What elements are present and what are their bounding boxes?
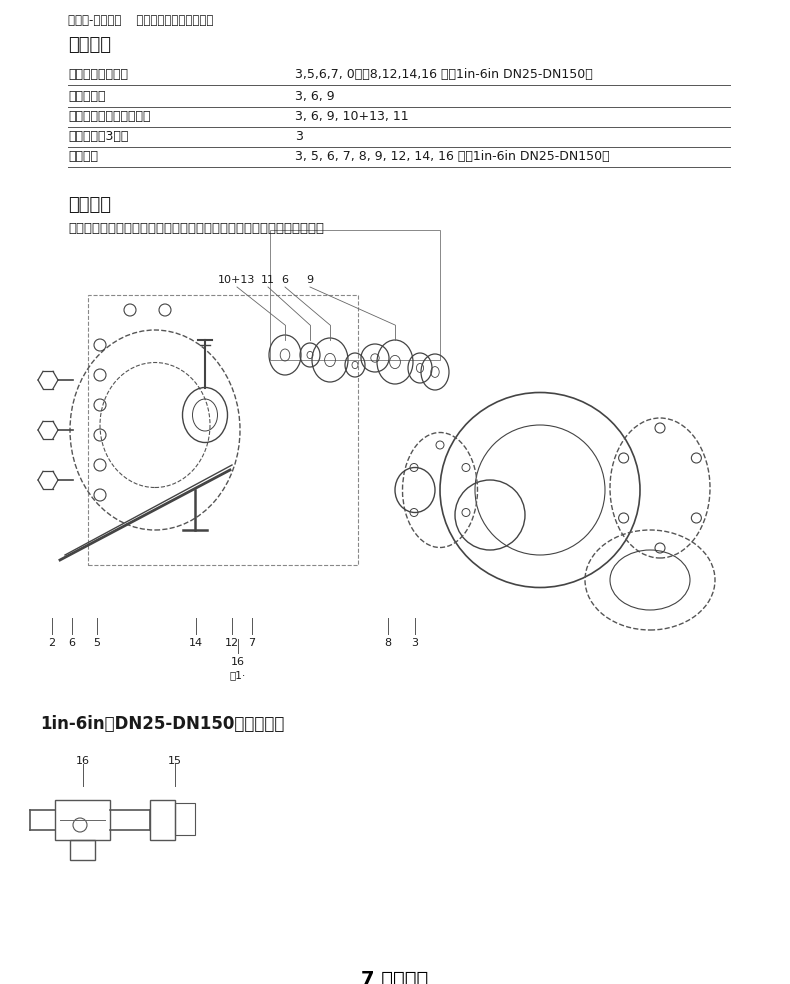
Text: 16: 16 <box>231 657 245 667</box>
Text: 11: 11 <box>261 275 275 285</box>
Text: 14: 14 <box>189 638 203 648</box>
Text: 按照《可供备件》一览表所述的进行订购并且注明疏水阀的口径和型号。: 按照《可供备件》一览表所述的进行订购并且注明疏水阀的口径和型号。 <box>68 222 324 235</box>
Text: 7 安装附图: 7 安装附图 <box>361 970 429 984</box>
Text: 7: 7 <box>248 638 255 648</box>
Text: 8: 8 <box>385 638 392 648</box>
Text: 10+13: 10+13 <box>218 275 256 285</box>
Text: 3: 3 <box>295 130 303 143</box>
Text: 6: 6 <box>69 638 76 648</box>
Text: 3, 6, 9: 3, 6, 9 <box>295 90 335 103</box>
Bar <box>175 803 195 835</box>
Text: 3, 6, 9, 10+13, 11: 3, 6, 9, 10+13, 11 <box>295 110 408 123</box>
Text: 订购备件: 订购备件 <box>68 196 111 214</box>
Text: 阀盖垫片（3片）: 阀盖垫片（3片） <box>68 130 128 143</box>
Text: 破蒸汽汽锁和排空阀组件: 破蒸汽汽锁和排空阀组件 <box>68 110 151 123</box>
Text: 6: 6 <box>281 275 288 285</box>
Bar <box>88 295 358 565</box>
Text: 排空阀组件: 排空阀组件 <box>68 90 106 103</box>
Text: 16: 16 <box>76 756 90 766</box>
Text: 1in-6in（DN25-DN150）主阀组件: 1in-6in（DN25-DN150）主阀组件 <box>40 715 284 733</box>
Bar <box>270 230 440 360</box>
Text: 12: 12 <box>225 638 239 648</box>
Bar <box>150 800 175 840</box>
Text: 3,5,6,7, 0组）8,12,14,16 （仅1in-6in DN25-DN150）: 3,5,6,7, 0组）8,12,14,16 （仅1in-6in DN25-DN… <box>295 68 592 81</box>
Text: 带浮球的主阀组件: 带浮球的主阀组件 <box>68 68 128 81</box>
Bar <box>70 840 95 860</box>
Text: 15: 15 <box>168 756 182 766</box>
Text: 可供备件: 可供备件 <box>68 36 111 54</box>
Text: 9: 9 <box>307 275 314 285</box>
Bar <box>55 800 110 840</box>
Text: 维修组件: 维修组件 <box>68 150 98 163</box>
Text: 3, 5, 6, 7, 8, 9, 12, 14, 16 （仅1in-6in DN25-DN150）: 3, 5, 6, 7, 8, 9, 12, 14, 16 （仅1in-6in D… <box>295 150 610 163</box>
Text: 3: 3 <box>412 638 419 648</box>
Text: 仅1·: 仅1· <box>230 670 246 680</box>
Text: 5: 5 <box>93 638 100 648</box>
Text: 2: 2 <box>48 638 55 648</box>
Text: 可供件-实线表示    虚线所示不作为备件供应: 可供件-实线表示 虚线所示不作为备件供应 <box>68 14 213 27</box>
